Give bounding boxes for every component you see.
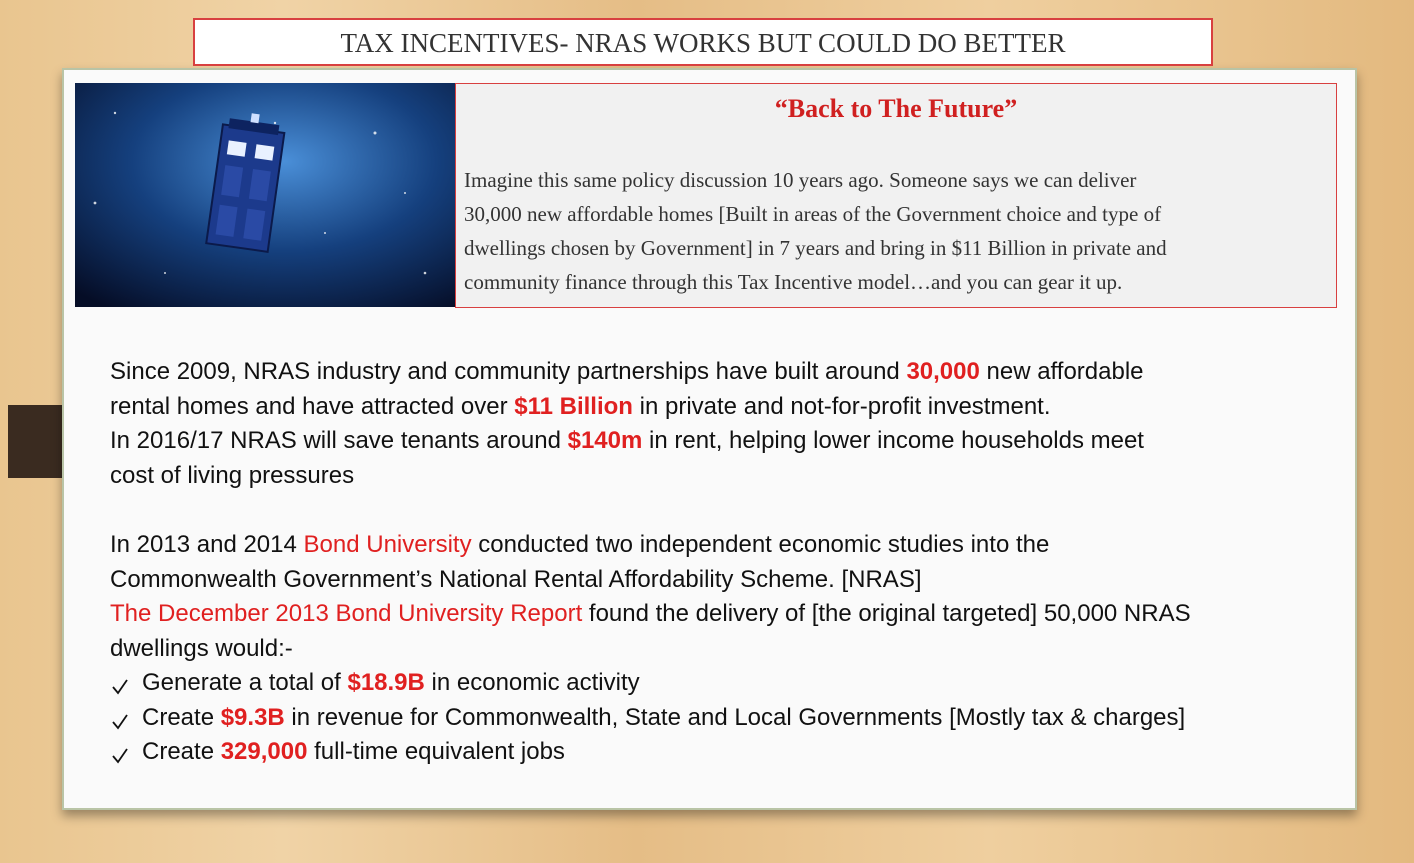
strap [8, 405, 64, 478]
callout-line: dwellings chosen by Government] in 7 yea… [464, 236, 1167, 261]
callout-line: community finance through this Tax Incen… [464, 270, 1122, 295]
text-run: $18.9B [347, 669, 424, 696]
text-run: 30,000 [906, 358, 979, 385]
text-run: In 2016/17 NRAS will save tenants around [110, 427, 568, 454]
text-line: Since 2009, NRAS industry and community … [110, 358, 1144, 386]
text-run: $140m [568, 427, 643, 454]
text-run: new affordable [980, 358, 1144, 385]
text-run: Create [142, 704, 221, 731]
text-run: full-time equivalent jobs [307, 738, 564, 765]
text-run: dwellings would:- [110, 635, 293, 662]
text-run: Since 2009, NRAS industry and community … [110, 358, 906, 385]
title: TAX INCENTIVES- NRAS WORKS BUT COULD DO … [193, 18, 1213, 66]
text-line: rental homes and have attracted over $11… [110, 393, 1051, 421]
text-line: In 2016/17 NRAS will save tenants around… [110, 427, 1144, 455]
text-run: 329,000 [221, 738, 308, 765]
text-run: $9.3B [221, 704, 285, 731]
text-run: Commonwealth Government’s National Renta… [110, 566, 922, 593]
text-run: In 2013 and 2014 [110, 531, 304, 558]
text-run: $11 Billion [514, 393, 633, 420]
text-run: found the delivery of [the original targ… [582, 600, 1190, 627]
text-run: Create [142, 738, 221, 765]
text-line: The December 2013 Bond University Report… [110, 600, 1191, 628]
text-run: Bond University [304, 531, 472, 558]
text-run: in rent, helping lower income households… [642, 427, 1144, 454]
callout-line: Imagine this same policy discussion 10 y… [464, 168, 1136, 193]
text-line: Create 329,000 full-time equivalent jobs [142, 738, 565, 766]
text-run: in economic activity [425, 669, 640, 696]
text-line: Create $9.3B in revenue for Commonwealth… [142, 704, 1185, 732]
text-run: Generate a total of [142, 669, 347, 696]
slide: TAX INCENTIVES- NRAS WORKS BUT COULD DO … [0, 0, 1414, 863]
checkmark [110, 712, 130, 732]
text-line: dwellings would:- [110, 635, 293, 663]
callout-line: 30,000 new affordable homes [Built in ar… [464, 202, 1161, 227]
text-run: The December 2013 Bond University Report [110, 600, 582, 627]
text-line: In 2013 and 2014 Bond University conduct… [110, 531, 1049, 559]
text-run: rental homes and have attracted over [110, 393, 514, 420]
callout: “Back to The Future” Imagine this same p… [455, 83, 1337, 308]
checkmark [110, 746, 130, 766]
text-line: cost of living pressures [110, 462, 354, 490]
text-run: in revenue for Commonwealth, State and L… [285, 704, 1185, 731]
text-line: Commonwealth Government’s National Renta… [110, 566, 922, 594]
tardis-image [75, 83, 455, 307]
callout-heading: “Back to The Future” [456, 94, 1336, 124]
text-run: conducted two independent economic studi… [472, 531, 1050, 558]
text-run: cost of living pressures [110, 462, 354, 489]
text-line: Generate a total of $18.9B in economic a… [142, 669, 640, 697]
text-run: in private and not-for-profit investment… [633, 393, 1051, 420]
checkmark [110, 677, 130, 697]
